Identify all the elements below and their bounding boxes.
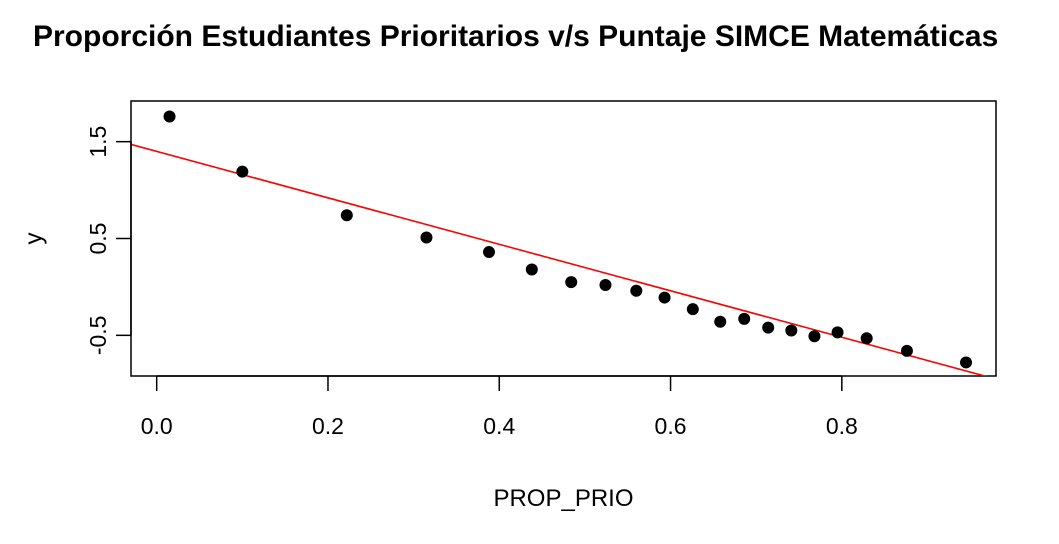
chart-title: Proporción Estudiantes Prioritarios v/s …	[33, 20, 998, 53]
data-point	[900, 344, 913, 357]
regression-line	[131, 143, 988, 376]
x-tick-label: 0.2	[312, 413, 344, 439]
data-point	[420, 231, 433, 244]
y-axis-label: y	[21, 233, 48, 245]
y-tick-label: 0.5	[85, 223, 111, 255]
data-point	[808, 330, 821, 343]
data-point	[714, 315, 727, 328]
x-tick-label: 0.6	[655, 413, 687, 439]
data-point	[340, 209, 353, 222]
data-point	[482, 246, 495, 259]
data-point	[686, 303, 699, 316]
data-point	[236, 165, 249, 178]
data-point	[785, 324, 798, 337]
data-point	[630, 284, 643, 297]
data-point	[831, 326, 844, 339]
x-axis-label: PROP_PRIO	[493, 485, 633, 512]
data-point	[658, 291, 671, 304]
data-point	[738, 312, 751, 325]
x-axis: 0.0 0.2 0.4 0.6 0.8	[141, 375, 858, 439]
y-tick-label: 1.5	[85, 126, 111, 158]
data-point	[599, 278, 612, 291]
data-point	[525, 263, 538, 276]
x-tick-label: 0.0	[141, 413, 173, 439]
data-point	[960, 356, 973, 369]
data-point	[565, 276, 578, 289]
data-point	[762, 321, 775, 334]
points-layer	[163, 110, 973, 369]
y-tick-label: -0.5	[85, 316, 111, 356]
data-point	[860, 332, 873, 345]
fit-line-layer	[131, 143, 988, 376]
y-axis: -0.5 0.5 1.5	[85, 126, 132, 356]
x-tick-label: 0.4	[483, 413, 515, 439]
data-point	[163, 110, 176, 123]
x-tick-label: 0.8	[826, 413, 858, 439]
